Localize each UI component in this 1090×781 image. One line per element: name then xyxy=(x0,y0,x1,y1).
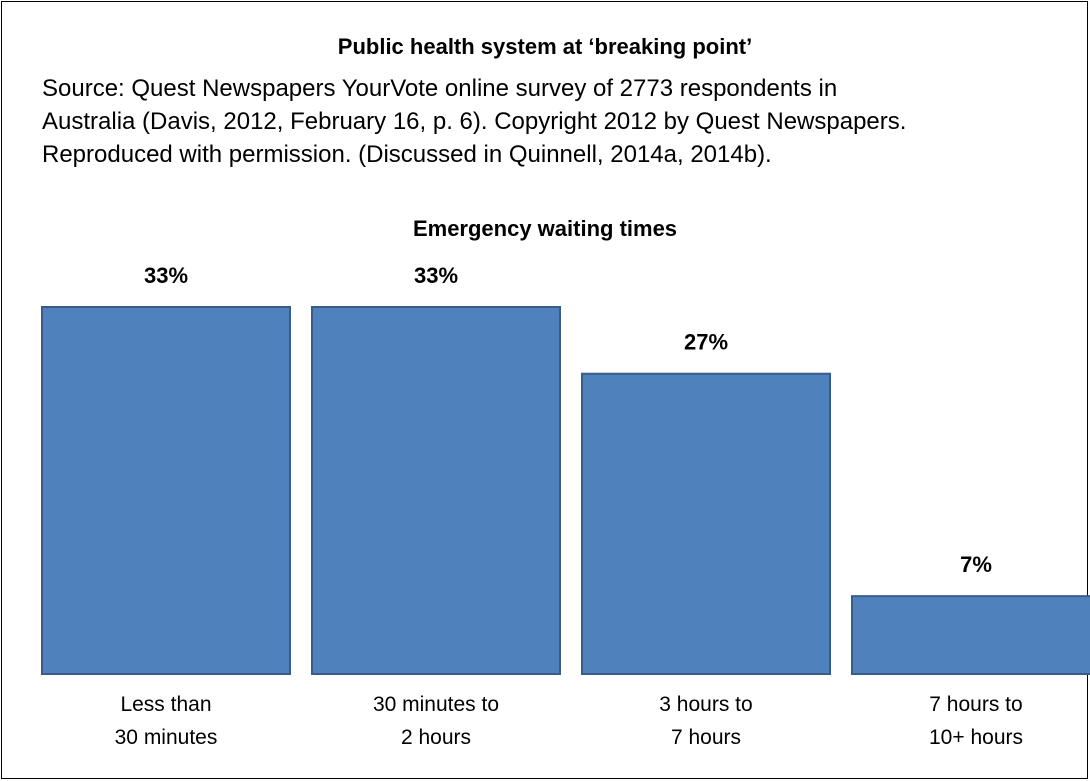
x-tick-label-1-line-2: 30 minutes xyxy=(115,726,218,749)
data-label-2: 33% xyxy=(414,263,458,288)
x-tick-label-3-line-1: 3 hours to xyxy=(659,693,752,716)
bar-4 xyxy=(851,595,1090,675)
x-tick-label-3-line-2: 7 hours xyxy=(671,726,741,749)
chart-title: Emergency waiting times xyxy=(412,216,678,241)
data-label-4: 7% xyxy=(960,552,992,577)
x-tick-label-4-line-1: 7 hours to xyxy=(929,693,1022,716)
x-tick-label-1-line-1: Less than xyxy=(120,693,211,716)
bar-1 xyxy=(41,306,291,675)
bar-2 xyxy=(311,306,561,675)
x-tick-label-2-line-2: 2 hours xyxy=(401,726,471,749)
data-label-1: 33% xyxy=(144,263,188,288)
source-citation: Source: Quest Newspapers YourVote online… xyxy=(42,75,907,168)
figure-title: Public health system at ‘breaking point’ xyxy=(337,34,753,59)
data-label-3: 27% xyxy=(684,330,728,355)
bar-3 xyxy=(581,372,831,675)
x-tick-label-2-line-1: 30 minutes to xyxy=(373,693,499,716)
x-tick-label-4-line-2: 10+ hours xyxy=(929,726,1023,749)
